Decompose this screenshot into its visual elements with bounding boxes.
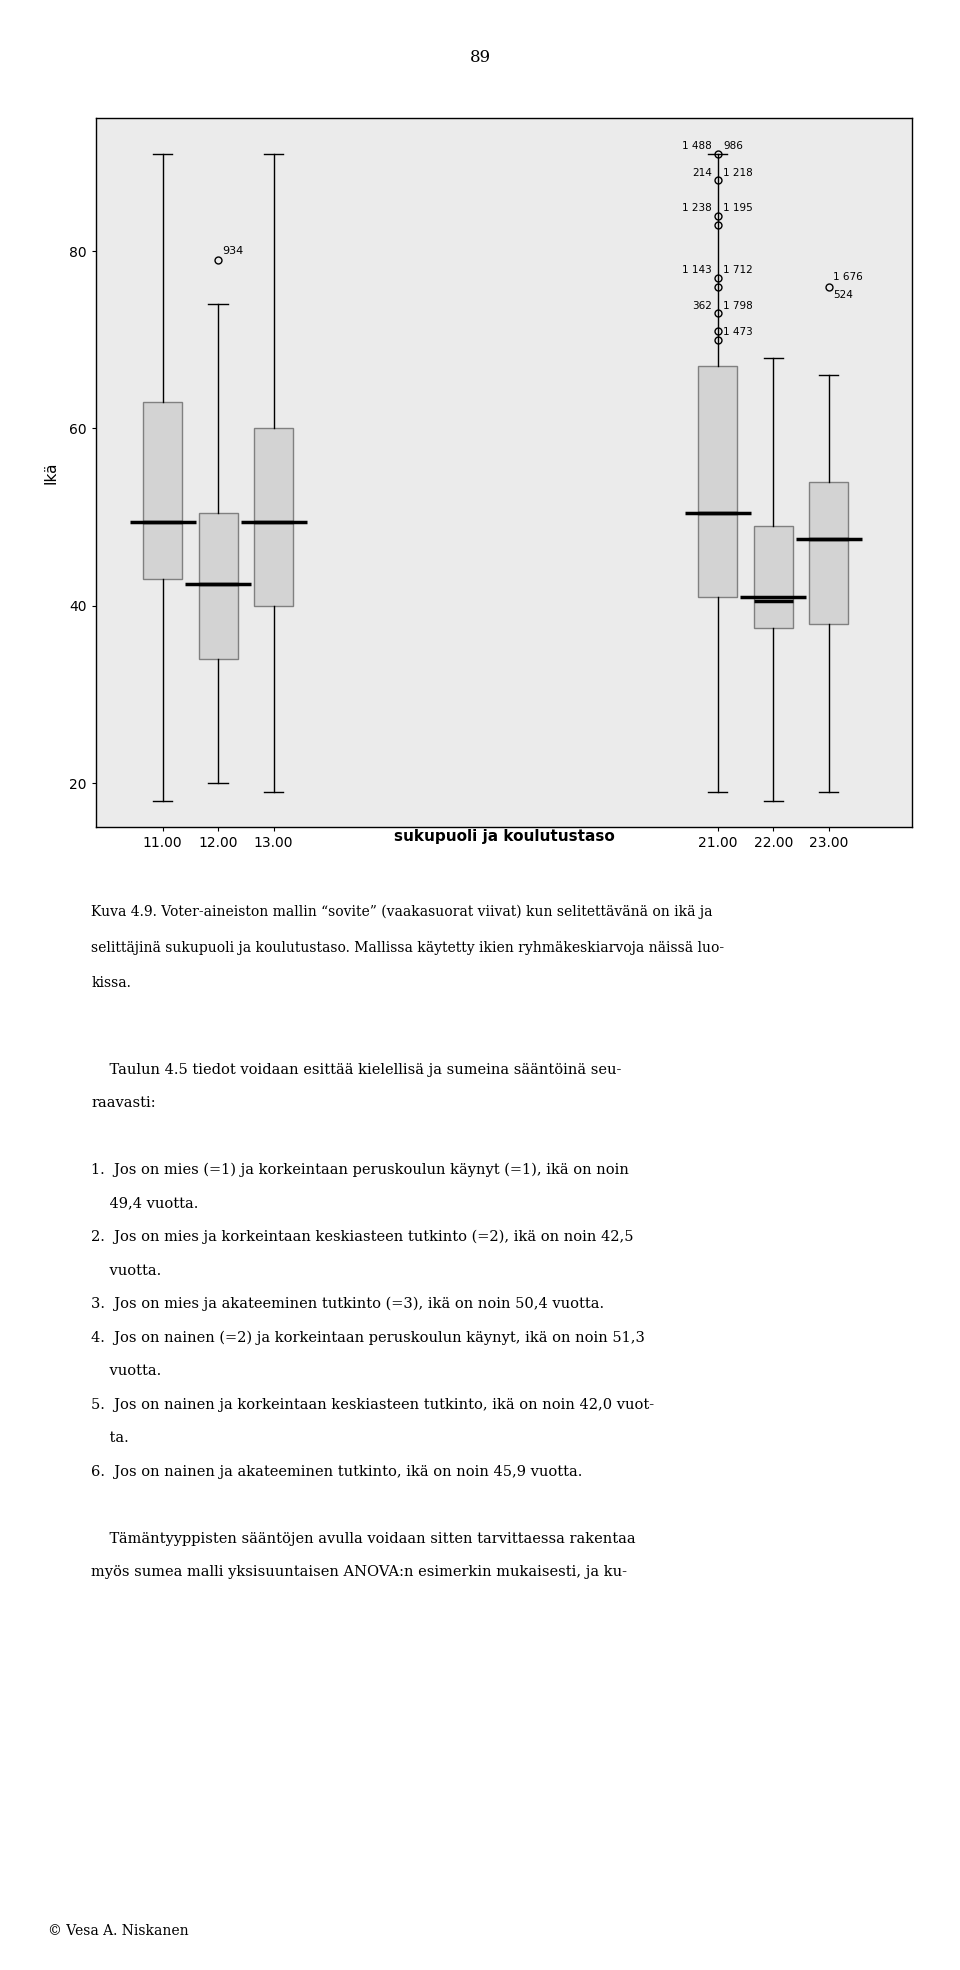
Text: sukupuoli ja koulutustaso: sukupuoli ja koulutustaso [394,829,614,845]
Text: 1 676: 1 676 [833,272,863,282]
Text: 1 218: 1 218 [723,167,753,177]
Text: 214: 214 [692,167,712,177]
Text: 3.  Jos on mies ja akateeminen tutkinto (=3), ikä on noin 50,4 vuotta.: 3. Jos on mies ja akateeminen tutkinto (… [91,1296,605,1312]
FancyBboxPatch shape [254,429,293,607]
Text: 362: 362 [692,301,712,311]
Text: Kuva 4.9. Voter-aineiston mallin “sovite” (vaakasuorat viivat) kun selitettävänä: Kuva 4.9. Voter-aineiston mallin “sovite… [91,904,712,920]
Text: 1 143: 1 143 [683,266,712,276]
Text: 1 798: 1 798 [723,301,753,311]
Text: 934: 934 [223,246,244,256]
FancyBboxPatch shape [754,526,793,628]
Text: © Vesa A. Niskanen: © Vesa A. Niskanen [48,1923,188,1938]
Y-axis label: Ikä: Ikä [43,461,59,485]
Text: 1 473: 1 473 [723,327,753,337]
Text: 5.  Jos on nainen ja korkeintaan keskiasteen tutkinto, ikä on noin 42,0 vuot-: 5. Jos on nainen ja korkeintaan keskiast… [91,1397,655,1412]
Text: ta.: ta. [91,1430,129,1446]
Text: 986: 986 [723,142,743,152]
FancyBboxPatch shape [199,512,237,658]
Text: 1.  Jos on mies (=1) ja korkeintaan peruskoulun käynyt (=1), ikä on noin: 1. Jos on mies (=1) ja korkeintaan perus… [91,1162,629,1178]
Text: 1 195: 1 195 [723,203,753,213]
Text: vuotta.: vuotta. [91,1263,161,1279]
Text: 4.  Jos on nainen (=2) ja korkeintaan peruskoulun käynyt, ikä on noin 51,3: 4. Jos on nainen (=2) ja korkeintaan per… [91,1330,645,1346]
FancyBboxPatch shape [698,366,737,597]
FancyBboxPatch shape [143,402,182,579]
Text: 1 238: 1 238 [683,203,712,213]
FancyBboxPatch shape [809,481,849,623]
Text: Tämäntyyppisten sääntöjen avulla voidaan sitten tarvittaessa rakentaa: Tämäntyyppisten sääntöjen avulla voidaan… [91,1531,636,1546]
Text: 1 488: 1 488 [683,142,712,152]
Text: 89: 89 [469,49,491,67]
Text: selittäjinä sukupuoli ja koulutustaso. Mallissa käytetty ikien ryhmäkeskiarvoja : selittäjinä sukupuoli ja koulutustaso. M… [91,940,725,955]
Text: Taulun 4.5 tiedot voidaan esittää kielellisä ja sumeina sääntöinä seu-: Taulun 4.5 tiedot voidaan esittää kielel… [91,1062,621,1078]
Text: 6.  Jos on nainen ja akateeminen tutkinto, ikä on noin 45,9 vuotta.: 6. Jos on nainen ja akateeminen tutkinto… [91,1464,583,1479]
Text: myös sumea malli yksisuuntaisen ANOVA:n esimerkin mukaisesti, ja ku-: myös sumea malli yksisuuntaisen ANOVA:n … [91,1564,627,1580]
Text: 1 712: 1 712 [723,266,753,276]
Text: vuotta.: vuotta. [91,1363,161,1379]
Text: 2.  Jos on mies ja korkeintaan keskiasteen tutkinto (=2), ikä on noin 42,5: 2. Jos on mies ja korkeintaan keskiastee… [91,1229,634,1245]
Text: kissa.: kissa. [91,975,132,991]
Text: raavasti:: raavasti: [91,1095,156,1111]
Text: 524: 524 [833,290,853,299]
Text: 49,4 vuotta.: 49,4 vuotta. [91,1196,199,1212]
